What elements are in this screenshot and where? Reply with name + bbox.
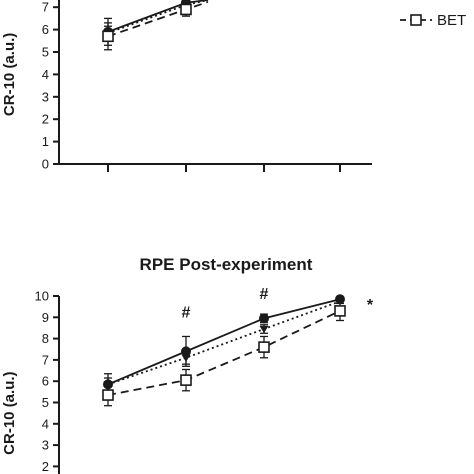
bottom-y-tick-label: 5	[42, 395, 49, 410]
bottom-y-tick-label: 9	[42, 310, 49, 325]
top-y-tick-label: 6	[42, 22, 49, 37]
top-series-bet	[102, 1, 209, 51]
bottom-y-tick-label: 6	[42, 374, 49, 389]
bottom-y-tick-label: 10	[35, 289, 49, 304]
bottom-y-tick-label: 4	[42, 416, 49, 431]
bottom-data-point	[334, 305, 346, 317]
top-series-dotted	[103, 0, 209, 41]
legend-marker-bet	[410, 14, 422, 26]
bottom-chart-title: RPE Post-experiment	[140, 255, 313, 274]
top-y-tick-label: 1	[42, 134, 49, 149]
bottom-series-line	[107, 298, 341, 386]
bottom-data-point	[180, 374, 192, 386]
bottom-series-dotted	[103, 298, 345, 392]
bottom-data-point	[259, 313, 269, 324]
bottom-series-line	[107, 310, 341, 396]
bottom-data-point	[102, 389, 114, 401]
bottom-data-point	[259, 325, 269, 334]
top-data-point	[180, 3, 192, 16]
significance-hash: #	[260, 286, 269, 303]
top-y-tick-label: 5	[42, 45, 49, 60]
top-y-tick-label: 3	[42, 89, 49, 104]
top-y-axis-label: CR-10 (a.u.)	[1, 33, 18, 116]
bottom-series-dashed	[102, 300, 346, 407]
bottom-y-tick-label: 2	[42, 459, 49, 474]
top-legend: BET	[400, 12, 466, 29]
top-y-tick-label: 7	[42, 0, 49, 15]
top-series-line	[107, 1, 209, 38]
top-series-line	[107, 0, 209, 34]
legend-label-bet: BET	[437, 12, 466, 29]
bottom-chart-panel: RPE Post-experiment 2 3 4 5 6 7 8 9 10 CR-10 (a.u.…	[1, 255, 374, 474]
bottom-y-tick-label: 3	[42, 438, 49, 453]
bottom-y-axis-label: CR-10 (a.u.)	[1, 371, 18, 454]
significance-asterisk: *	[367, 297, 374, 314]
bottom-y-tick-label: 7	[42, 352, 49, 367]
top-series-solid	[103, 0, 209, 46]
top-chart-panel: 0 1 2 3 4 5 6 7 CR-10 (a.u.) BET	[1, 0, 466, 172]
significance-hash: #	[182, 304, 191, 321]
top-data-point	[102, 30, 114, 43]
bottom-series-solid	[103, 294, 345, 396]
bottom-data-point	[258, 341, 270, 353]
top-y-tick-label: 0	[42, 157, 49, 172]
bottom-y-tick-label: 8	[42, 331, 49, 346]
bottom-series-line	[107, 300, 341, 386]
bottom-data-point	[181, 354, 191, 362]
top-y-tick-label: 4	[42, 67, 49, 82]
top-y-tick-label: 2	[42, 112, 49, 127]
